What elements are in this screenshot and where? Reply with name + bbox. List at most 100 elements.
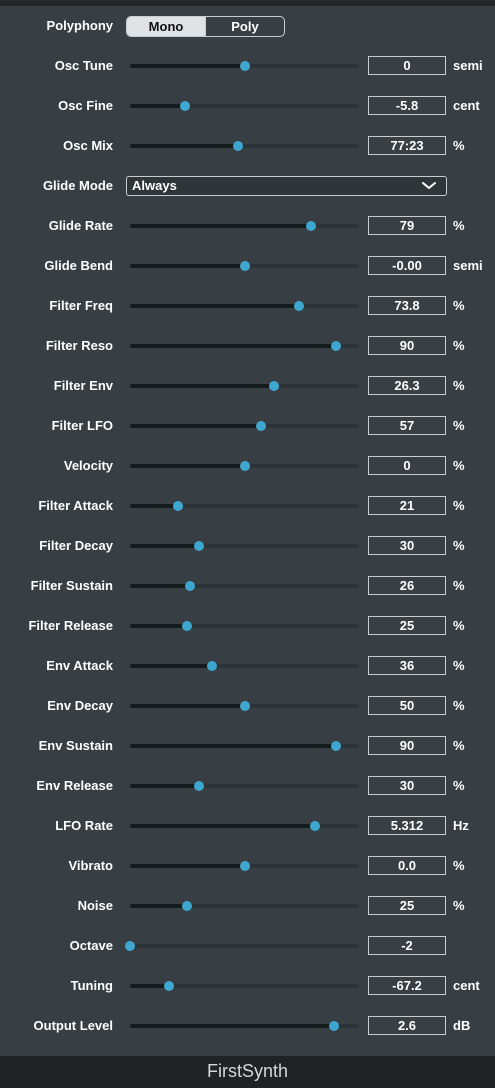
glide-mode-dropdown[interactable]: Always xyxy=(126,176,447,196)
filter-reso-slider-fill xyxy=(130,344,337,348)
filter-reso-slider-thumb[interactable] xyxy=(331,341,342,351)
filter-decay-slider-fill xyxy=(130,544,199,548)
polyphony-toggle[interactable]: Mono Poly xyxy=(126,16,285,37)
octave-slider-thumb[interactable] xyxy=(125,941,135,951)
tuning-row: Tuning -67.2 cent xyxy=(0,974,495,998)
filter-env-row: Filter Env 26.3% xyxy=(0,374,495,398)
filter-reso-row: Filter Reso 90% xyxy=(0,334,495,358)
filter-attack-slider[interactable] xyxy=(130,501,359,511)
filter-lfo-slider[interactable] xyxy=(130,421,359,431)
synth-panel: Polyphony Mono Poly Osc Tune 0 semi Osc Fin… xyxy=(0,0,495,1056)
filter-freq-slider[interactable] xyxy=(130,301,359,311)
filter-sustain-row: Filter Sustain 26% xyxy=(0,574,495,598)
glide-bend-slider-thumb[interactable] xyxy=(239,261,250,271)
octave-value-field[interactable]: -2 xyxy=(368,936,446,955)
osc-fine-slider[interactable] xyxy=(130,101,359,111)
velocity-value-field[interactable]: 0 xyxy=(368,456,446,475)
osc-mix-slider-thumb[interactable] xyxy=(232,141,243,151)
filter-decay-slider-thumb[interactable] xyxy=(193,541,204,551)
octave-slider[interactable] xyxy=(125,941,359,951)
env-release-slider-thumb[interactable] xyxy=(193,781,204,791)
env-sustain-row: Env Sustain 90% xyxy=(0,734,495,758)
tuning-slider[interactable] xyxy=(130,981,359,991)
output-level-value-field[interactable]: 2.6 xyxy=(368,1016,446,1035)
filter-release-label: Filter Release xyxy=(28,618,113,633)
noise-value-field[interactable]: 25 xyxy=(368,896,446,915)
env-attack-slider[interactable] xyxy=(130,661,359,671)
filter-decay-slider[interactable] xyxy=(130,541,359,551)
glide-rate-slider[interactable] xyxy=(130,221,359,231)
noise-label: Noise xyxy=(77,898,113,913)
filter-release-value-field[interactable]: 25 xyxy=(368,616,446,635)
filter-release-slider[interactable] xyxy=(130,621,359,631)
tuning-slider-thumb[interactable] xyxy=(163,981,174,991)
filter-freq-value-field[interactable]: 73.8 xyxy=(368,296,446,315)
env-release-label: Env Release xyxy=(36,778,113,793)
vibrato-slider-thumb[interactable] xyxy=(239,861,250,871)
osc-mix-slider[interactable] xyxy=(130,141,359,151)
env-release-value-field[interactable]: 30 xyxy=(368,776,446,795)
osc-tune-slider[interactable] xyxy=(130,61,359,71)
osc-fine-slider-thumb[interactable] xyxy=(179,101,190,111)
filter-decay-value-field[interactable]: 30 xyxy=(368,536,446,555)
filter-reso-value-field[interactable]: 90 xyxy=(368,336,446,355)
filter-sustain-value-field[interactable]: 26 xyxy=(368,576,446,595)
glide-bend-value-field[interactable]: -0.00 xyxy=(368,256,446,275)
velocity-slider[interactable] xyxy=(130,461,359,471)
glide-bend-slider[interactable] xyxy=(130,261,359,271)
env-sustain-slider[interactable] xyxy=(130,741,359,751)
filter-attack-value-field[interactable]: 21 xyxy=(368,496,446,515)
filter-freq-row: Filter Freq 73.8% xyxy=(0,294,495,318)
osc-mix-value-field[interactable]: 77:23 xyxy=(368,136,446,155)
octave-row: Octave -2 xyxy=(0,934,495,958)
output-level-slider-thumb[interactable] xyxy=(328,1021,339,1031)
mono-button[interactable]: Mono xyxy=(127,17,205,36)
vibrato-slider[interactable] xyxy=(130,861,359,871)
polyphony-row: Polyphony Mono Poly xyxy=(0,14,495,38)
filter-attack-slider-thumb[interactable] xyxy=(173,501,184,511)
tuning-slider-fill xyxy=(130,984,169,988)
filter-freq-label: Filter Freq xyxy=(49,298,113,313)
noise-slider-thumb[interactable] xyxy=(182,901,193,911)
filter-sustain-slider-thumb[interactable] xyxy=(184,581,195,591)
filter-release-unit: % xyxy=(453,618,465,633)
chevron-down-icon xyxy=(422,179,436,197)
env-attack-value-field[interactable]: 36 xyxy=(368,656,446,675)
env-release-slider[interactable] xyxy=(130,781,359,791)
osc-tune-slider-thumb[interactable] xyxy=(239,61,250,71)
lfo-rate-slider-thumb[interactable] xyxy=(310,821,321,831)
env-sustain-slider-thumb[interactable] xyxy=(331,741,342,751)
poly-button[interactable]: Poly xyxy=(205,17,284,36)
env-decay-slider-thumb[interactable] xyxy=(239,701,250,711)
filter-env-label: Filter Env xyxy=(53,378,113,393)
env-attack-slider-thumb[interactable] xyxy=(207,661,218,671)
velocity-slider-thumb[interactable] xyxy=(239,461,250,471)
filter-lfo-value-field[interactable]: 57 xyxy=(368,416,446,435)
glide-rate-value-field[interactable]: 79 xyxy=(368,216,446,235)
filter-env-slider-thumb[interactable] xyxy=(269,381,280,391)
glide-rate-slider-thumb[interactable] xyxy=(305,221,316,231)
env-decay-value-field[interactable]: 50 xyxy=(368,696,446,715)
filter-sustain-slider-fill xyxy=(130,584,190,588)
osc-tune-value-field[interactable]: 0 xyxy=(368,56,446,75)
env-decay-unit: % xyxy=(453,698,465,713)
env-sustain-slider-fill xyxy=(130,744,337,748)
output-level-slider[interactable] xyxy=(130,1021,359,1031)
env-decay-slider[interactable] xyxy=(130,701,359,711)
tuning-value-field[interactable]: -67.2 xyxy=(368,976,446,995)
filter-sustain-slider[interactable] xyxy=(130,581,359,591)
vibrato-value-field[interactable]: 0.0 xyxy=(368,856,446,875)
filter-attack-row: Filter Attack 21% xyxy=(0,494,495,518)
filter-reso-slider[interactable] xyxy=(130,341,359,351)
osc-fine-value-field[interactable]: -5.8 xyxy=(368,96,446,115)
lfo-rate-slider[interactable] xyxy=(130,821,359,831)
osc-mix-slider-fill xyxy=(130,144,238,148)
env-sustain-value-field[interactable]: 90 xyxy=(368,736,446,755)
filter-lfo-slider-thumb[interactable] xyxy=(255,421,266,431)
filter-release-slider-thumb[interactable] xyxy=(182,621,193,631)
filter-freq-slider-thumb[interactable] xyxy=(294,301,304,311)
filter-env-slider[interactable] xyxy=(130,381,359,391)
noise-slider[interactable] xyxy=(130,901,359,911)
lfo-rate-value-field[interactable]: 5.312 xyxy=(368,816,446,835)
filter-env-value-field[interactable]: 26.3 xyxy=(368,376,446,395)
